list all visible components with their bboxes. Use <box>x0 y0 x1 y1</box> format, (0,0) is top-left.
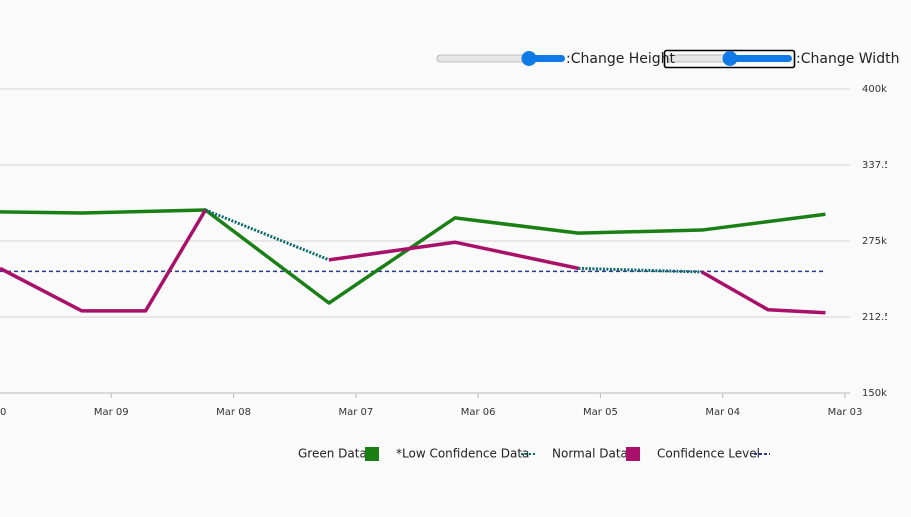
legend-label: Green Data <box>298 447 367 461</box>
slider-fill <box>728 55 792 62</box>
legend-label: Confidence Level <box>657 447 760 461</box>
legend-swatch <box>626 447 640 461</box>
slider-track <box>436 54 530 63</box>
legend-label: *Low Confidence Data <box>396 447 529 461</box>
series-line <box>0 208 826 305</box>
slider-track <box>666 54 732 63</box>
y-tick-label: 150k <box>862 388 887 399</box>
x-tick-label: Mar 03 <box>828 407 863 418</box>
controls: :Change Height :Change Width <box>436 49 899 69</box>
focus-ring <box>663 49 796 69</box>
y-tick-labels: 150k 212.5k 275k 337.5k 400k <box>862 84 897 399</box>
series-line <box>0 209 826 315</box>
x-tick-label: Mar 08 <box>216 407 251 418</box>
x-tick-label: Mar 10 <box>0 407 6 418</box>
slider-thumb[interactable] <box>722 51 738 66</box>
y-tick-label: 275k <box>862 236 887 247</box>
y-tick-label: 337.5k <box>862 160 897 171</box>
slider-label: :Change Height <box>566 51 676 67</box>
slider-thumb[interactable] <box>521 51 537 66</box>
x-tick-label: Mar 07 <box>338 407 373 418</box>
slider-label: :Change Width <box>796 51 899 67</box>
y-tick-label: 400k <box>862 84 887 95</box>
x-tick-label: Mar 09 <box>94 407 129 418</box>
x-tick-label: Mar 05 <box>583 407 618 418</box>
series-line <box>204 208 702 274</box>
slider-fill <box>527 55 565 62</box>
x-tick-label: Mar 06 <box>461 407 496 418</box>
x-tick-label: Mar 04 <box>705 407 740 418</box>
legend-label: Normal Data <box>552 447 628 461</box>
y-tick-label: 212.5k <box>862 312 897 323</box>
legend-swatch <box>365 447 379 461</box>
